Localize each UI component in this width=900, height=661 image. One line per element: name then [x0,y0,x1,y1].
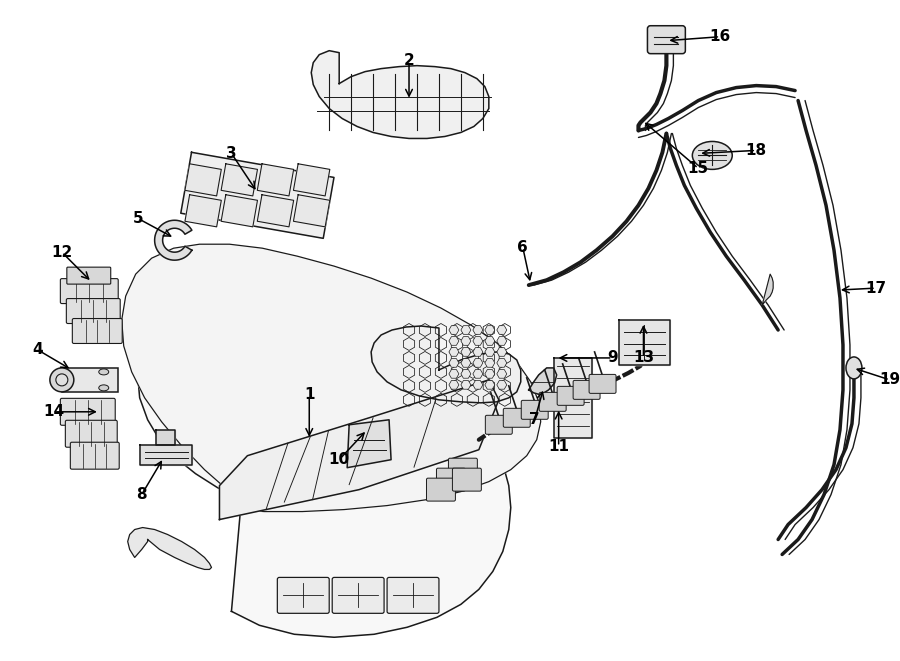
FancyBboxPatch shape [60,399,115,425]
Ellipse shape [692,141,733,169]
Text: 3: 3 [226,146,237,161]
Text: 7: 7 [529,412,540,427]
Polygon shape [257,195,293,227]
Polygon shape [618,320,670,365]
Polygon shape [122,244,541,512]
FancyBboxPatch shape [539,393,566,411]
FancyBboxPatch shape [557,387,584,405]
FancyBboxPatch shape [387,578,439,613]
FancyBboxPatch shape [60,279,118,303]
Polygon shape [762,274,773,305]
Text: 1: 1 [304,387,314,403]
Text: 15: 15 [688,161,709,176]
Polygon shape [293,195,329,227]
Text: 17: 17 [865,281,886,295]
Polygon shape [221,195,257,227]
Polygon shape [181,152,334,239]
Polygon shape [554,358,591,438]
FancyBboxPatch shape [66,420,117,447]
Ellipse shape [99,369,109,375]
Polygon shape [293,164,329,196]
Polygon shape [528,368,557,395]
Text: 4: 4 [32,342,43,358]
Text: 9: 9 [608,350,617,366]
Ellipse shape [99,385,109,391]
FancyBboxPatch shape [448,458,477,481]
FancyBboxPatch shape [277,578,329,613]
Text: 2: 2 [403,53,414,68]
Text: 8: 8 [136,487,147,502]
Text: 19: 19 [879,372,900,387]
Text: 6: 6 [518,240,528,254]
FancyBboxPatch shape [485,415,512,434]
Polygon shape [257,164,293,196]
FancyBboxPatch shape [72,319,122,344]
Text: 10: 10 [328,452,350,467]
FancyBboxPatch shape [573,380,600,399]
Text: 18: 18 [745,143,767,158]
Polygon shape [128,527,212,569]
FancyBboxPatch shape [436,468,465,491]
Bar [62,368,118,392]
Text: 11: 11 [548,439,569,454]
Ellipse shape [56,374,68,386]
Polygon shape [221,164,257,196]
Polygon shape [347,420,392,468]
Polygon shape [185,164,221,196]
Polygon shape [185,195,221,227]
Polygon shape [138,302,511,637]
Polygon shape [155,220,192,260]
FancyBboxPatch shape [70,442,119,469]
FancyBboxPatch shape [67,267,111,284]
Ellipse shape [846,357,862,379]
FancyBboxPatch shape [67,299,121,323]
FancyBboxPatch shape [427,478,455,501]
Text: 13: 13 [633,350,654,366]
Text: 14: 14 [43,405,65,419]
FancyBboxPatch shape [503,408,530,427]
Polygon shape [311,51,489,138]
Polygon shape [156,430,175,445]
FancyBboxPatch shape [453,468,482,491]
Text: 16: 16 [709,29,731,44]
Polygon shape [371,326,521,403]
FancyBboxPatch shape [647,26,686,54]
Text: 5: 5 [132,211,143,226]
Text: 12: 12 [51,245,73,260]
Polygon shape [140,445,192,465]
FancyBboxPatch shape [590,374,616,393]
FancyBboxPatch shape [332,578,384,613]
Polygon shape [220,380,499,520]
Ellipse shape [50,368,74,392]
FancyBboxPatch shape [521,401,548,419]
